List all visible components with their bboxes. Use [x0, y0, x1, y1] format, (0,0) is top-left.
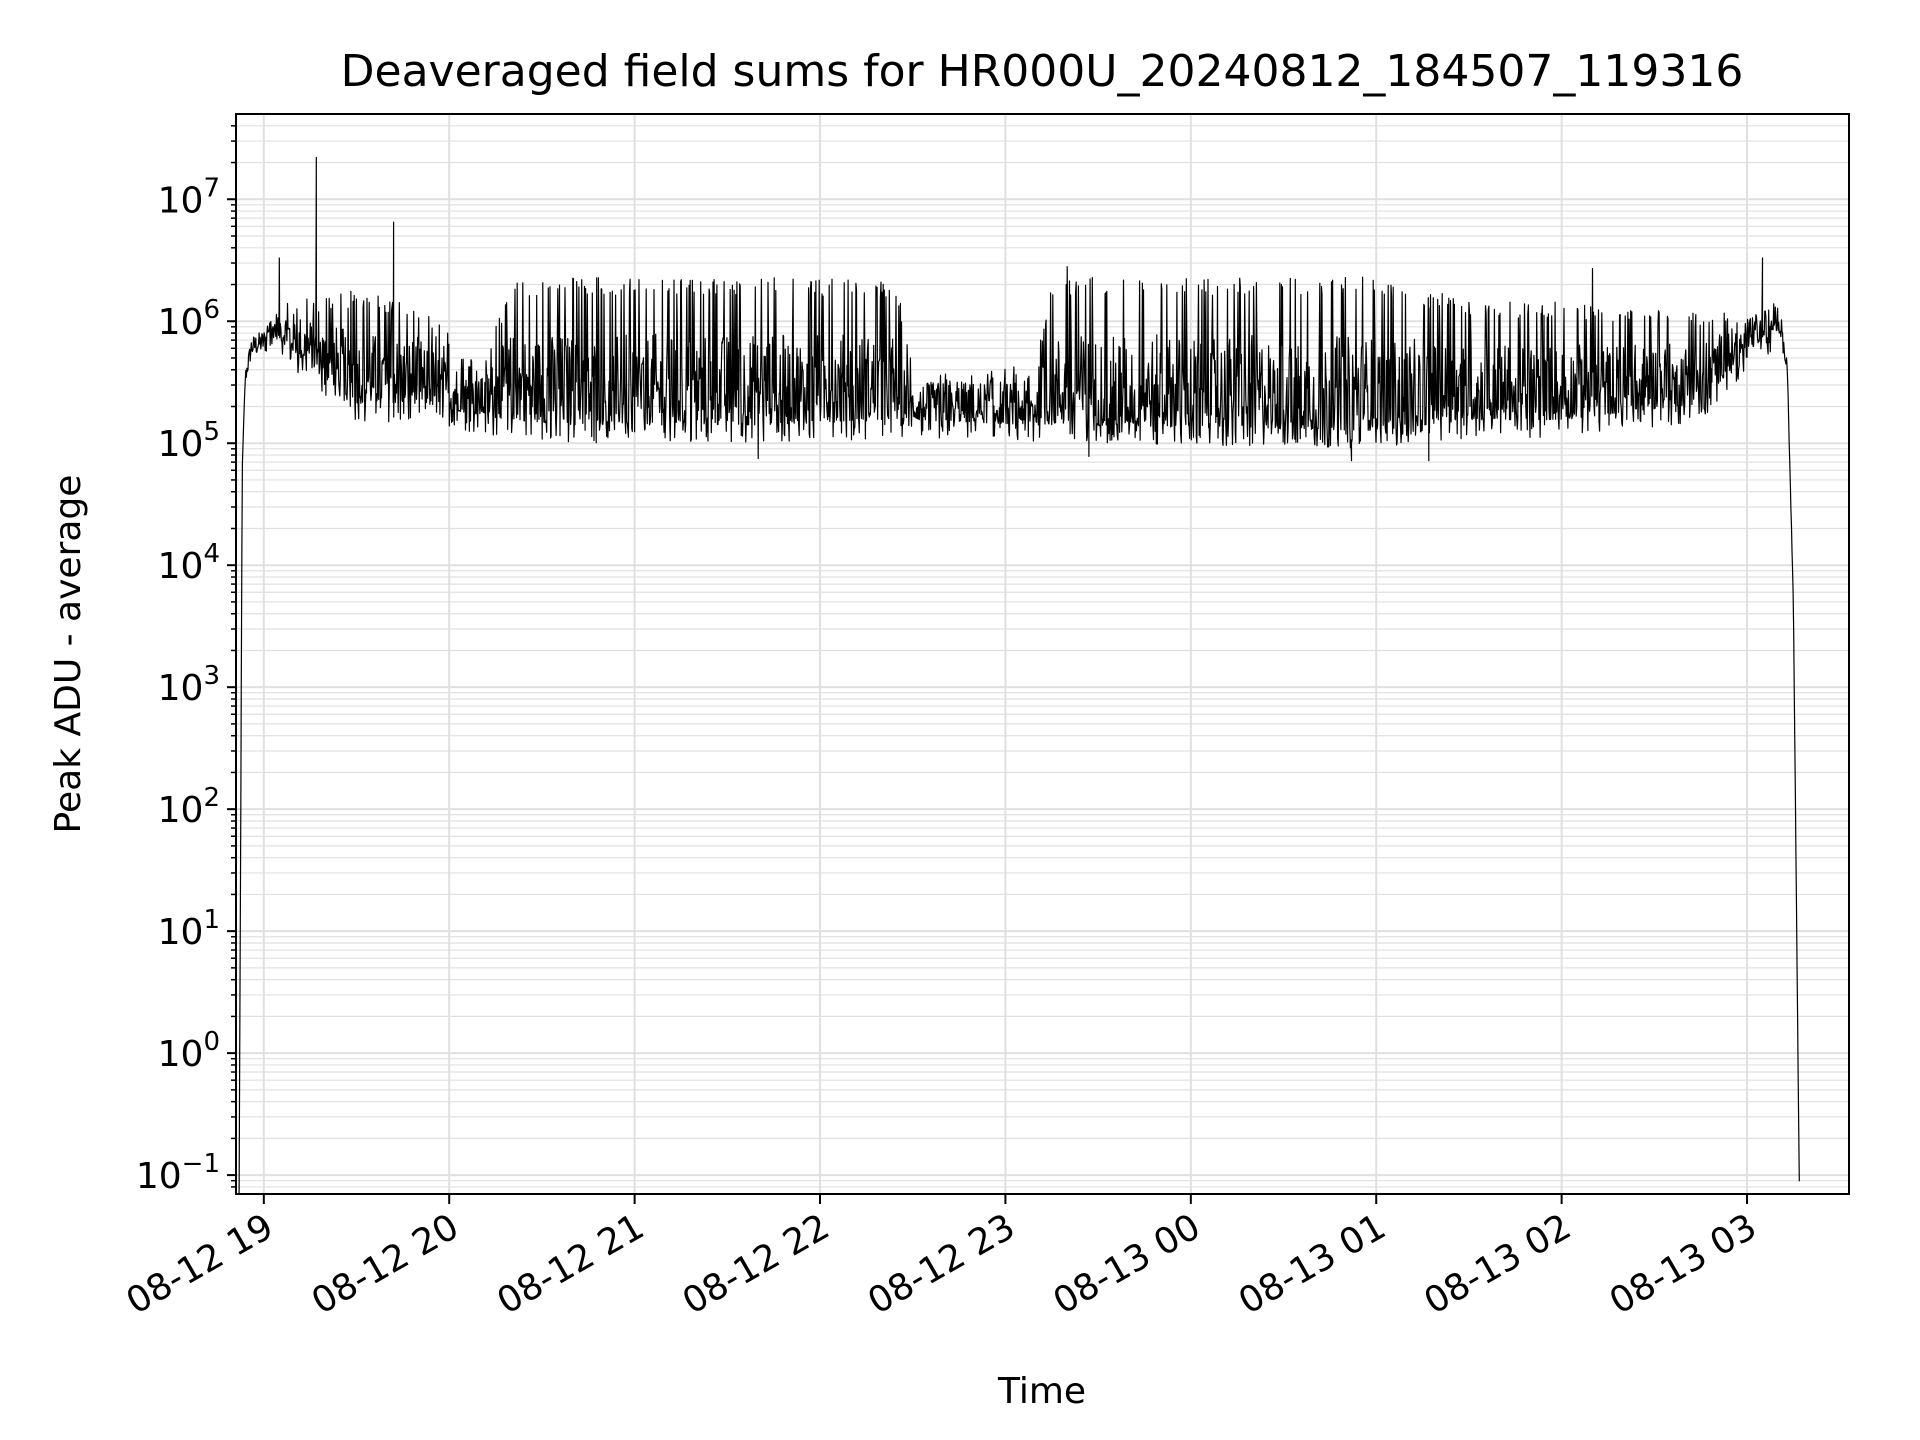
y-axis-label: Peak ADU - average	[48, 475, 89, 834]
y-tick-label: 106	[158, 295, 220, 343]
series-line	[238, 156, 1800, 1195]
y-tick-exponent: 1	[203, 905, 220, 935]
series-line-layer	[238, 156, 1800, 1195]
y-tick-exponent: 2	[203, 783, 220, 813]
grid	[236, 114, 1849, 1194]
chart-title: Deaveraged field sums for HR000U_2024081…	[341, 46, 1744, 97]
y-tick-exponent: 4	[203, 539, 220, 569]
y-tick-exponent: 5	[203, 417, 220, 447]
x-axis-label: Time	[997, 1371, 1086, 1412]
plot-frame	[235, 113, 1850, 1195]
y-tick-exponent: 7	[203, 173, 220, 203]
y-tick-label: 101	[158, 905, 220, 953]
y-tick-label: 104	[158, 539, 220, 587]
y-tick-exponent: 3	[203, 661, 220, 691]
y-tick-exponent: 6	[203, 295, 220, 325]
y-tick-exponent: −1	[182, 1149, 220, 1179]
y-tick-exponent: 0	[203, 1027, 220, 1057]
